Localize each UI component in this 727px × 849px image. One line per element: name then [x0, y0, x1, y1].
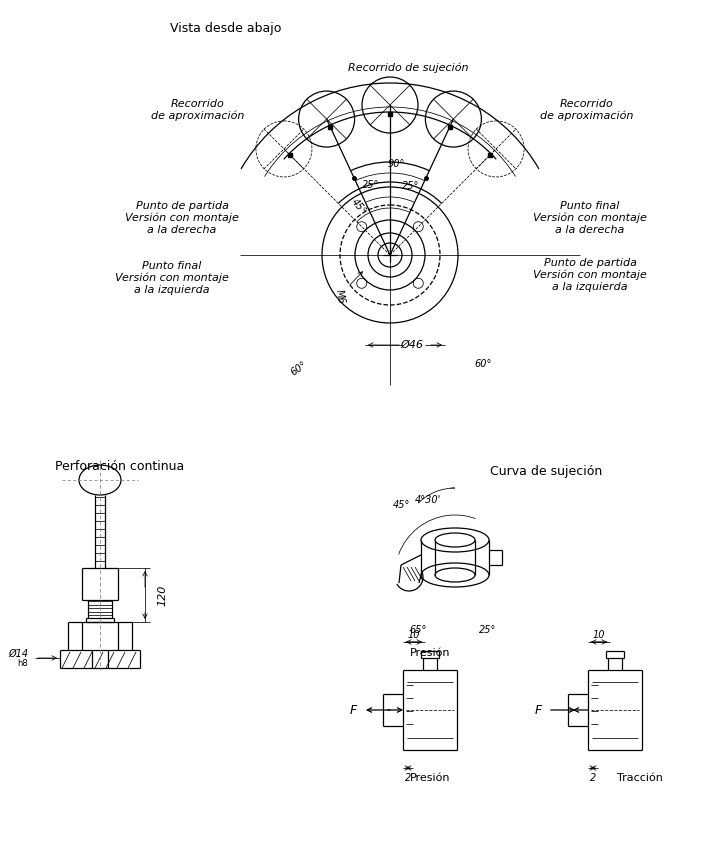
Text: 10: 10: [593, 630, 606, 640]
Text: Punto final
Versión con montaje
a la izquierda: Punto final Versión con montaje a la izq…: [115, 261, 229, 295]
Text: 2: 2: [405, 773, 411, 783]
Text: Ø46: Ø46: [401, 340, 424, 350]
Text: h8: h8: [17, 659, 28, 667]
Text: 45°: 45°: [350, 197, 368, 217]
Text: Ø14: Ø14: [8, 649, 28, 659]
Text: 25°: 25°: [362, 181, 379, 190]
Text: Punto final
Versión con montaje
a la derecha: Punto final Versión con montaje a la der…: [533, 201, 647, 235]
Text: Vista desde abajo: Vista desde abajo: [170, 22, 281, 35]
Text: Punto de partida
Versión con montaje
a la izquierda: Punto de partida Versión con montaje a l…: [533, 258, 647, 292]
Text: 2: 2: [590, 773, 596, 783]
Text: Curva de sujeción: Curva de sujeción: [490, 465, 602, 478]
Text: Recorrido
de aproximación: Recorrido de aproximación: [540, 98, 634, 121]
Text: Perforación continua: Perforación continua: [55, 460, 184, 473]
Text: M6: M6: [334, 289, 346, 305]
Text: Tracción: Tracción: [617, 773, 663, 783]
Text: 65°: 65°: [409, 625, 427, 635]
Text: Recorrido
de aproximación: Recorrido de aproximación: [151, 98, 245, 121]
Text: Presión: Presión: [410, 648, 450, 658]
Text: Presión: Presión: [410, 773, 450, 783]
Text: Recorrido de sujeción: Recorrido de sujeción: [348, 63, 468, 73]
Text: 60°: 60°: [289, 360, 309, 378]
Text: Punto de partida
Versión con montaje
a la derecha: Punto de partida Versión con montaje a l…: [125, 201, 239, 235]
Text: 60°: 60°: [474, 359, 491, 369]
Text: F: F: [534, 704, 542, 717]
Text: 45°: 45°: [393, 500, 411, 510]
Text: 4°30': 4°30': [415, 495, 441, 505]
Text: 25°: 25°: [401, 181, 419, 191]
Text: 90°: 90°: [387, 160, 405, 170]
Text: F: F: [350, 704, 357, 717]
Text: 10: 10: [408, 630, 420, 640]
Text: 25°: 25°: [479, 625, 497, 635]
Text: 120: 120: [157, 584, 167, 605]
